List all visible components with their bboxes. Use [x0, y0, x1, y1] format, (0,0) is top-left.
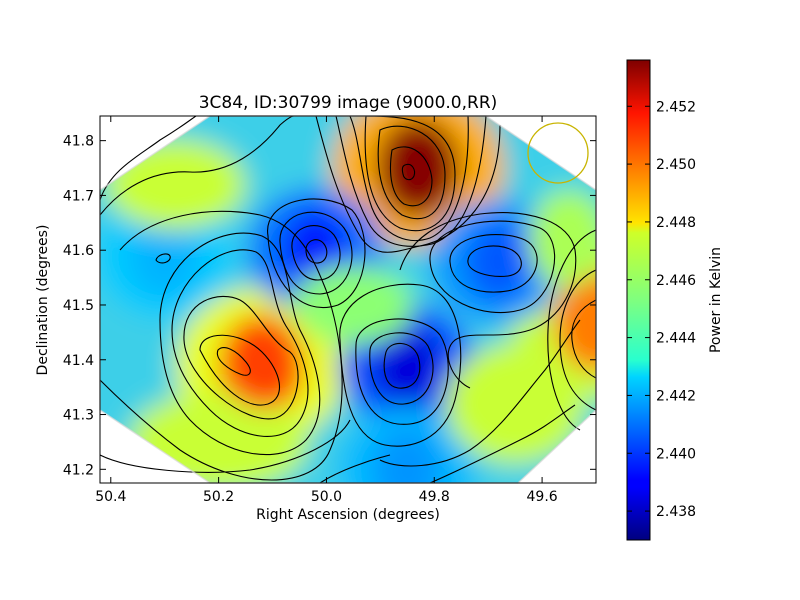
colorbar-tick-label: 2.442	[656, 388, 696, 404]
x-axis-label: Right Ascension (degrees)	[256, 507, 440, 523]
x-tick-label: 50.2	[203, 489, 234, 505]
y-axis-label: Declination (degrees)	[35, 225, 51, 376]
x-tick-label: 49.6	[527, 489, 558, 505]
x-axis: 50.4 50.2 50.0 49.8 49.6	[95, 116, 558, 505]
beam-circle	[527, 122, 589, 184]
heatmap-peak	[382, 124, 455, 213]
x-tick-label: 50.0	[311, 489, 342, 505]
colorbar-tick-label: 2.444	[656, 331, 696, 347]
y-tick-label: 41.5	[63, 298, 94, 314]
contour-lines	[100, 116, 596, 483]
colorbar-ticks: 2.438 2.440 2.442 2.444 2.446 2.448 2.450 2.452	[627, 99, 696, 520]
axes-frame	[99, 115, 597, 484]
x-tick-label: 49.8	[419, 489, 450, 505]
colorbar-label: Power in Kelvin	[708, 247, 724, 353]
y-tick-label: 41.3	[63, 408, 94, 424]
y-tick-label: 41.4	[63, 353, 94, 369]
colorbar-tick-label: 2.448	[656, 215, 696, 231]
colorbar-tick-label: 2.450	[656, 157, 696, 173]
x-tick-label: 50.4	[95, 489, 126, 505]
heatmap-peak	[560, 277, 596, 366]
y-tick-label: 41.2	[63, 462, 94, 478]
colorbar-tick-label: 2.452	[656, 99, 696, 115]
colorbar-tick-label: 2.446	[656, 273, 696, 289]
colorbar	[626, 59, 651, 541]
heatmap-blob	[339, 407, 476, 483]
y-axis: 41.2 41.3 41.4 41.5 41.6 41.7 41.8	[63, 134, 596, 478]
chart-title: 3C84, ID:30799 image (9000.0,RR)	[199, 93, 498, 113]
heatmap-band	[529, 189, 596, 290]
colorbar-tick-label: 2.440	[656, 446, 696, 462]
y-tick-label: 41.7	[63, 188, 94, 204]
y-tick-label: 41.6	[63, 243, 94, 259]
colorbar-tick-label: 2.438	[656, 504, 696, 520]
y-tick-label: 41.8	[63, 134, 94, 150]
heatmap	[100, 116, 596, 483]
